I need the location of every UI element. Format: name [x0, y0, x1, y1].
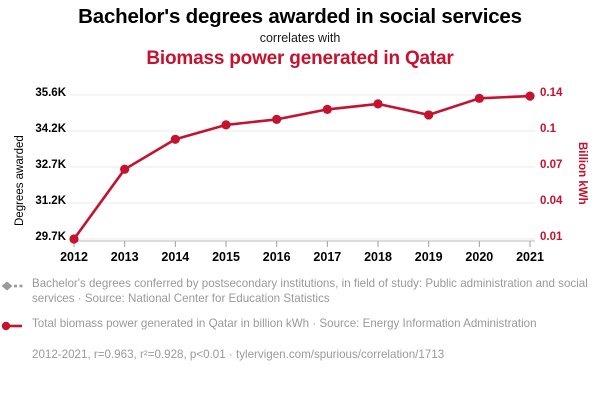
chart-legend: Bachelor's degrees conferred by postseco… — [0, 276, 600, 362]
x-axis-tick-label: 2018 — [364, 250, 392, 264]
left-axis-tick-label: 32.7K — [35, 159, 66, 171]
gridlines — [70, 94, 535, 240]
title-connector: correlates with — [259, 30, 341, 45]
right-axis-label: Billion kWh — [576, 142, 588, 205]
left-axis-label: Degrees awarded — [14, 135, 26, 226]
chart-svg — [69, 91, 535, 247]
x-axis-tick-label: 2012 — [60, 250, 88, 264]
x-axis-tick-label: 2015 — [212, 250, 240, 264]
x-axis-tick-label: 2017 — [313, 250, 342, 264]
x-tick-marks — [73, 241, 531, 247]
circle-solid-line-icon — [0, 316, 32, 337]
diamond-dotted-line-icon — [0, 276, 32, 297]
right-axis-tick-label: 0.04 — [540, 195, 563, 207]
left-axis-tick-label: 31.2K — [35, 195, 66, 207]
x-axis-tick-label: 2016 — [262, 250, 291, 264]
correlation-footer: 2012-2021, r=0.963, r²=0.928, p<0.01 · t… — [32, 347, 445, 361]
x-axis-tick-label: 2021 — [516, 250, 544, 264]
page-subtitle: Biomass power generated in Qatar — [146, 48, 454, 70]
x-axis-tick-label: 2014 — [161, 250, 190, 264]
right-axis-tick-label: 0.14 — [540, 87, 563, 99]
right-axis-tick-label: 0.1 — [540, 123, 556, 135]
x-axis-tick-label: 2013 — [110, 250, 139, 264]
page-title: Bachelor's degrees awarded in social ser… — [78, 5, 522, 28]
chart-title-block: Bachelor's degrees awarded in social ser… — [0, 0, 600, 70]
legend-item-degrees: Bachelor's degrees conferred by postseco… — [0, 276, 600, 307]
right-axis-tick-label: 0.01 — [540, 231, 563, 243]
plot-area: 29.7K 31.2K 32.7K 34.2K 35.6K 0.01 0.04 0.07 0.… — [0, 84, 600, 269]
legend-item-biomass: Total biomass power generated in Qatar i… — [0, 316, 600, 337]
x-axis-tick-label: 2020 — [465, 250, 494, 264]
legend-label-biomass: Total biomass power generated in Qatar i… — [32, 316, 537, 330]
left-axis-tick-label: 35.6K — [35, 87, 66, 99]
left-axis-tick-label: 34.2K — [35, 123, 66, 135]
legend-label-degrees: Bachelor's degrees conferred by postseco… — [32, 277, 588, 306]
right-axis-tick-label: 0.07 — [540, 159, 563, 171]
series-biomass-power — [69, 91, 535, 244]
x-axis-tick-label: 2019 — [414, 250, 443, 264]
left-axis-tick-label: 29.7K — [35, 231, 66, 243]
